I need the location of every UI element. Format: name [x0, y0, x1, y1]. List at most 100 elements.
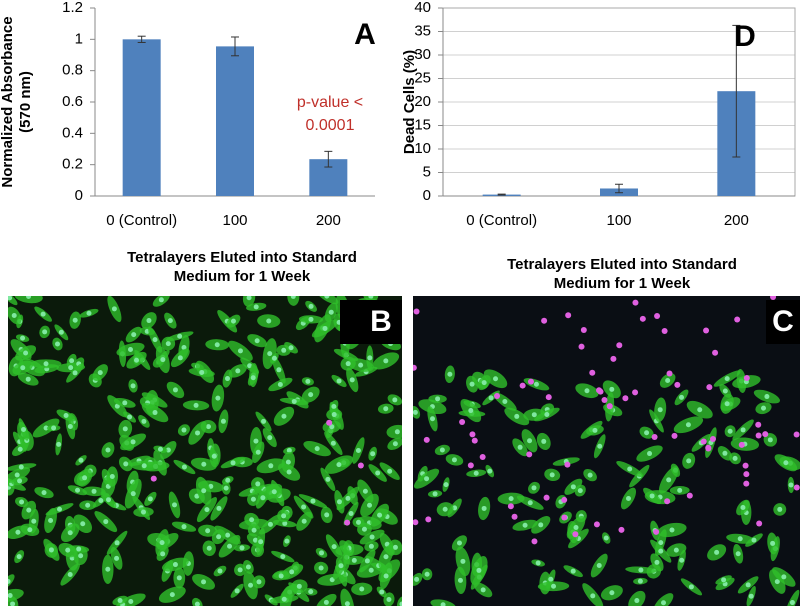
nucleus	[308, 316, 314, 322]
nucleus	[255, 449, 261, 455]
nucleus	[665, 377, 671, 383]
nucleus	[647, 451, 653, 457]
dead-cell	[572, 531, 579, 538]
nucleus	[261, 418, 267, 424]
dead-cell	[578, 343, 585, 350]
nucleus	[281, 413, 287, 419]
nucleus	[767, 437, 773, 443]
nucleus	[609, 386, 615, 392]
nucleus	[296, 583, 302, 589]
nucleus	[246, 296, 252, 301]
nucleus	[435, 396, 441, 402]
x-tick-label: 100	[222, 212, 247, 229]
y-tick-label: 0.6	[62, 93, 83, 110]
nucleus	[345, 495, 351, 501]
nucleus	[722, 388, 728, 394]
nucleus	[748, 593, 754, 599]
dead-cell	[564, 461, 571, 468]
nucleus	[722, 450, 728, 456]
nucleus	[688, 584, 694, 590]
nucleus	[169, 592, 175, 598]
dead-cell	[755, 432, 762, 439]
nucleus	[152, 337, 158, 343]
nucleus	[493, 376, 499, 382]
nucleus	[181, 464, 187, 470]
dead-cell	[606, 403, 613, 410]
nucleus	[281, 513, 287, 519]
nucleus	[17, 446, 23, 452]
nucleus	[17, 478, 23, 484]
dead-cell	[743, 480, 750, 487]
dead-cell	[413, 364, 417, 371]
image-label-box	[766, 300, 800, 344]
nucleus	[25, 376, 31, 382]
nucleus	[531, 485, 537, 491]
dead-cell	[706, 384, 713, 391]
y-tick-label: 20	[414, 93, 431, 110]
image-label: C	[772, 305, 794, 338]
dead-cell	[531, 538, 538, 545]
nucleus	[68, 365, 74, 371]
nucleus	[177, 333, 183, 339]
nucleus	[103, 519, 109, 525]
nucleus	[329, 424, 335, 430]
nucleus	[43, 361, 49, 367]
nucleus	[152, 410, 158, 416]
dead-cell	[632, 389, 639, 396]
nucleus	[276, 367, 282, 373]
nucleus	[98, 497, 104, 503]
nucleus	[91, 488, 97, 494]
nucleus	[697, 407, 703, 413]
nucleus	[442, 506, 448, 512]
nucleus	[308, 589, 314, 595]
nucleus	[167, 318, 173, 324]
nucleus	[424, 476, 430, 482]
nucleus	[201, 579, 207, 585]
nucleus	[42, 329, 48, 335]
dead-cell	[150, 475, 157, 482]
x-axis-label: Tetralayers Eluted into Standard	[127, 249, 357, 266]
nucleus	[476, 567, 482, 573]
nucleus	[481, 505, 487, 511]
nucleus	[535, 560, 541, 566]
dead-cell	[565, 312, 572, 319]
dead-cell	[654, 313, 661, 320]
nucleus	[282, 520, 288, 526]
nucleus	[721, 577, 727, 583]
dead-cell	[593, 521, 600, 528]
y-tick-label: 30	[414, 46, 431, 63]
nucleus	[480, 587, 486, 593]
nucleus	[331, 404, 337, 410]
nucleus	[8, 592, 13, 598]
nucleus	[20, 335, 26, 341]
dead-cell	[700, 438, 707, 445]
nucleus	[774, 579, 780, 585]
nucleus	[481, 380, 487, 386]
nucleus	[359, 586, 365, 592]
nucleus	[72, 317, 78, 323]
dead-cell	[651, 433, 658, 440]
y-tick-label: 0	[423, 187, 431, 204]
nucleus	[386, 597, 392, 603]
nucleus	[764, 394, 770, 400]
nucleus	[305, 378, 311, 384]
dead-cell	[561, 496, 568, 503]
nucleus	[181, 344, 187, 350]
nucleus	[267, 435, 273, 441]
nucleus	[368, 543, 374, 549]
nucleus	[727, 428, 733, 434]
bar	[216, 46, 254, 197]
nucleus	[301, 504, 307, 510]
nucleus	[324, 512, 330, 518]
nucleus	[205, 528, 211, 534]
nucleus	[223, 485, 229, 491]
nucleus	[724, 376, 730, 382]
nucleus	[430, 416, 436, 422]
nucleus	[414, 576, 420, 582]
dead-cell	[545, 394, 552, 401]
nucleus	[533, 381, 539, 387]
nucleus	[239, 545, 245, 551]
x-tick-label: 0 (Control)	[466, 212, 537, 229]
nucleus	[338, 563, 344, 569]
nucleus	[649, 493, 655, 499]
